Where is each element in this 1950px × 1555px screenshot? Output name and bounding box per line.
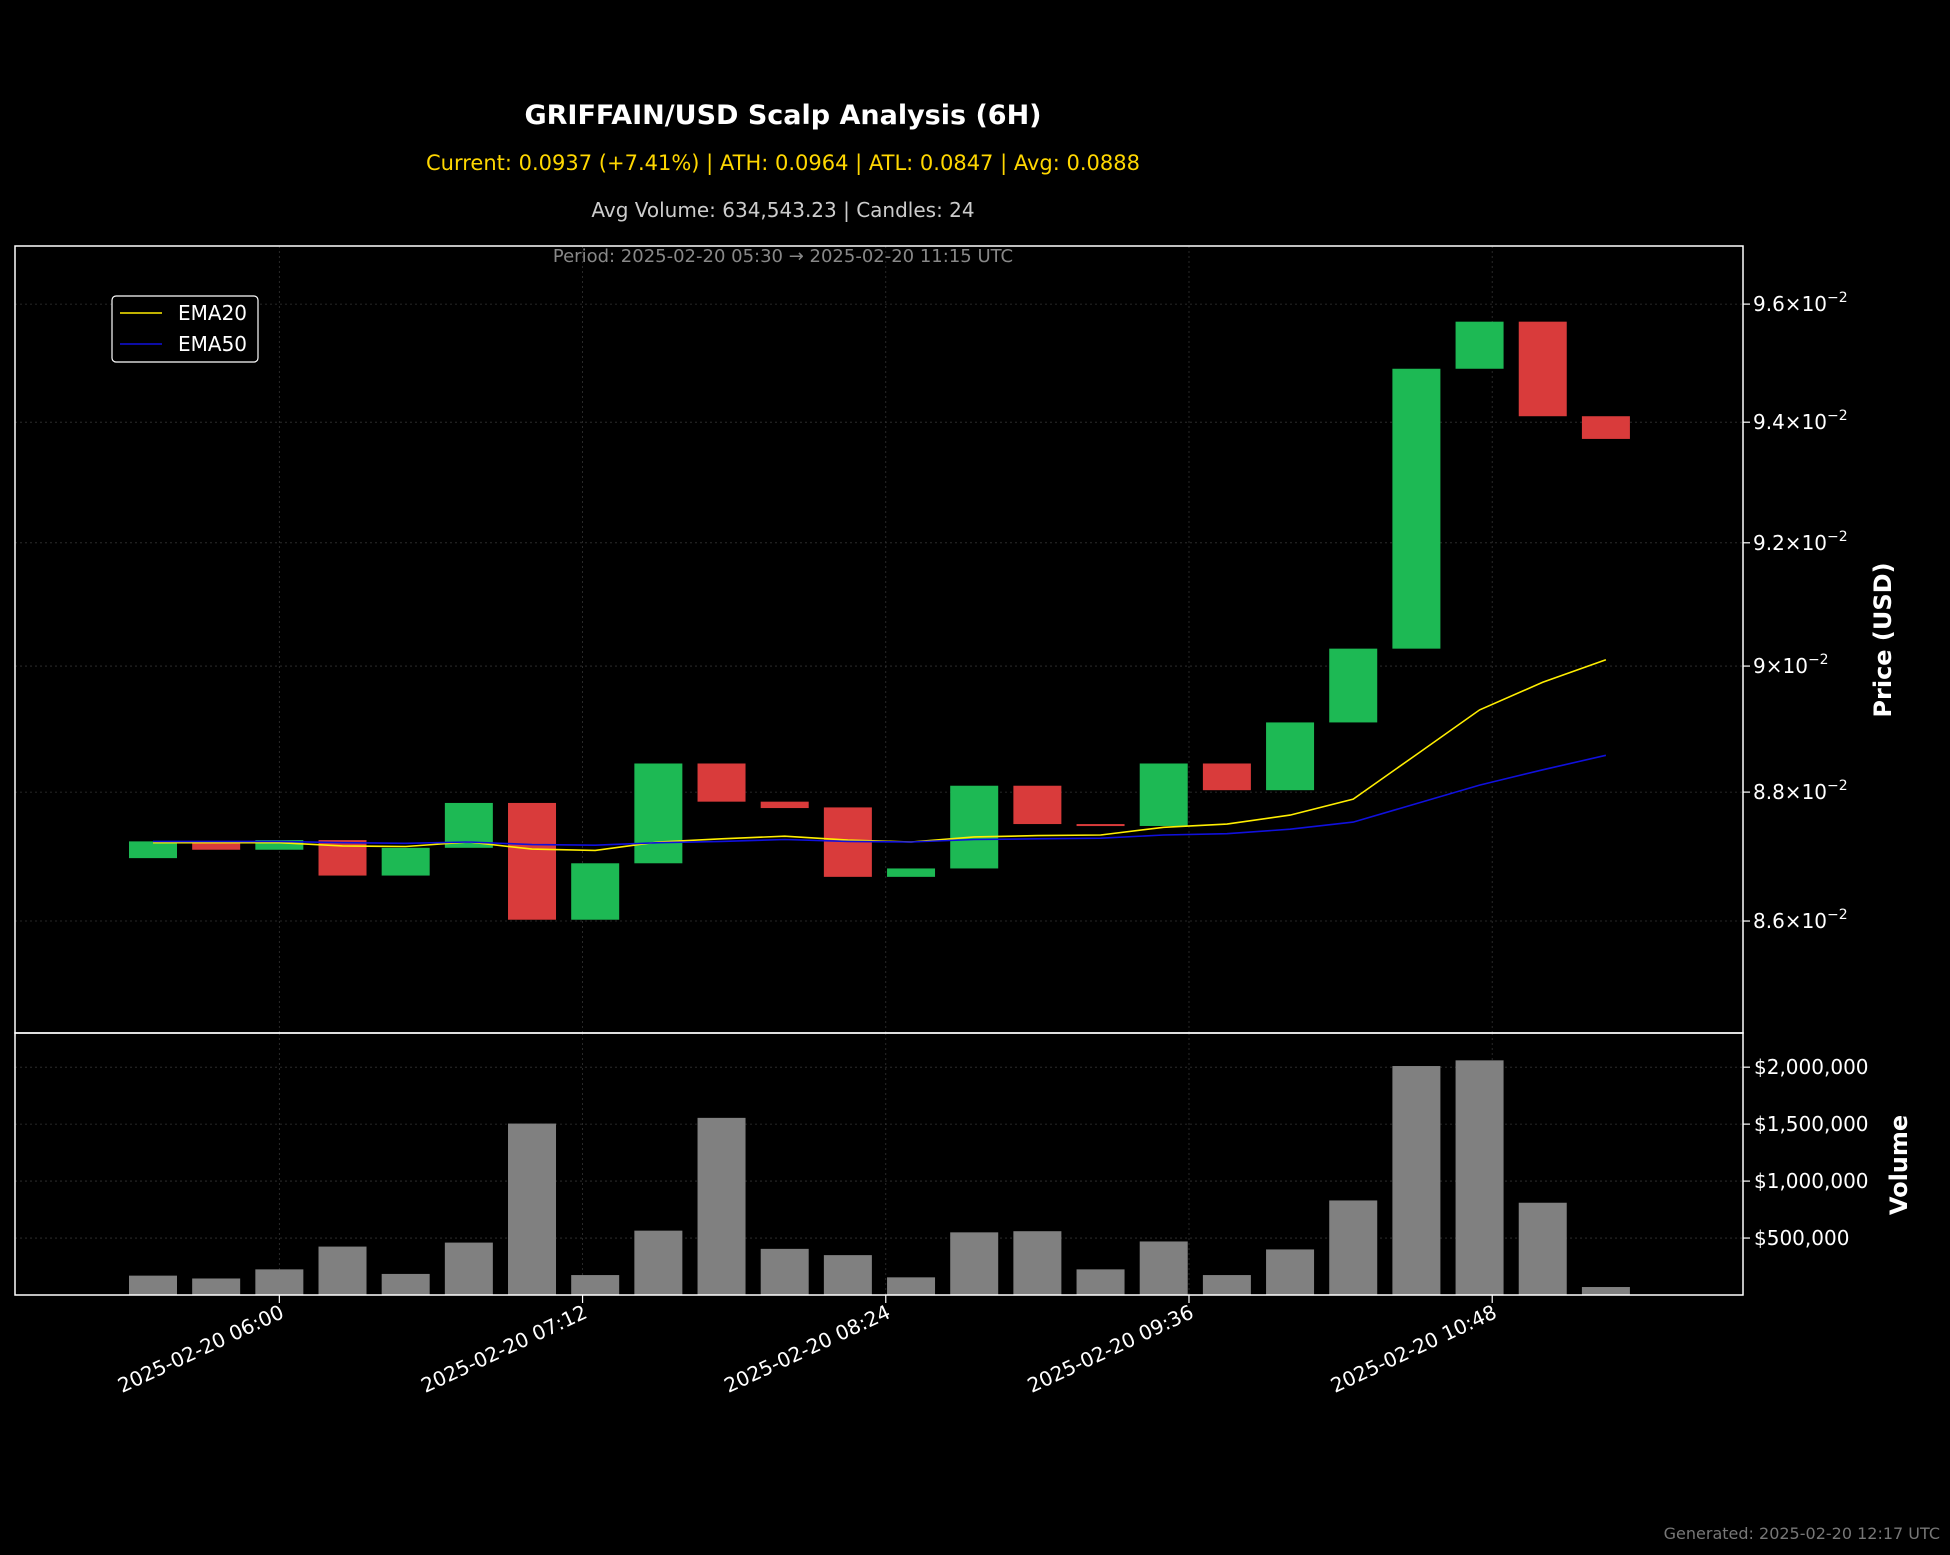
candle-up xyxy=(571,863,620,920)
price-tick-label: 9.6×10−2 xyxy=(1753,290,1848,316)
price-axis-ticks: 8.6×10−2 8.8×10−2 9×10−2 9.2×10−2 9.4×10−2 9.… xyxy=(1743,290,1848,933)
candle-down xyxy=(508,802,557,920)
time-tick-label: 2025-02-20 08:24 xyxy=(720,1300,893,1398)
candle-up xyxy=(255,840,304,850)
legend: EMA20 EMA50 xyxy=(111,295,259,363)
price-gridlines xyxy=(15,246,1743,1033)
volume-bar xyxy=(1581,1287,1630,1295)
candle-up xyxy=(634,763,683,864)
candle-down xyxy=(1202,763,1251,791)
volume-bar xyxy=(255,1269,304,1295)
volume-bar xyxy=(571,1275,620,1295)
volume-bar xyxy=(444,1242,493,1295)
volume-bar xyxy=(1202,1275,1251,1295)
period-text: Period: 2025-02-20 05:30 → 2025-02-20 11… xyxy=(553,246,1013,267)
volume-bar xyxy=(1076,1269,1125,1295)
volume-bar xyxy=(950,1232,999,1295)
candle-up xyxy=(1139,763,1188,826)
chart-title: GRIFFAIN/USD Scalp Analysis (6H) xyxy=(524,100,1042,131)
candle-up xyxy=(1392,368,1441,649)
volume-panel-frame xyxy=(14,1032,1744,1296)
candle-down xyxy=(192,843,241,850)
volume-tick-label: $1,000,000 xyxy=(1754,1169,1869,1193)
ema-lines xyxy=(153,659,1607,852)
candle-up xyxy=(1455,321,1504,369)
price-stats: Current: 0.0937 (+7.41%) | ATH: 0.0964 |… xyxy=(426,151,1140,175)
volume-bar xyxy=(1455,1060,1504,1295)
candle-up xyxy=(1266,722,1315,791)
ema-line-ema20 xyxy=(153,659,1607,852)
candle-down xyxy=(697,763,746,802)
time-tick-label: 2025-02-20 09:36 xyxy=(1024,1300,1197,1398)
volume-bar xyxy=(1518,1202,1567,1295)
volume-bar xyxy=(887,1277,936,1295)
candle-up xyxy=(129,841,177,859)
volume-bar xyxy=(1392,1066,1441,1295)
candle-down xyxy=(1013,785,1062,825)
volume-bar xyxy=(1139,1241,1188,1295)
volume-bar xyxy=(697,1117,746,1295)
legend-label-ema20: EMA20 xyxy=(178,301,247,325)
time-tick-label: 2025-02-20 07:12 xyxy=(417,1300,590,1398)
legend-label-ema50: EMA50 xyxy=(178,332,247,356)
volume-axis-ticks: $500,000 $1,000,000 $1,500,000 $2,000,000 xyxy=(1743,1055,1869,1250)
volume-bar xyxy=(634,1230,683,1295)
volume-bars xyxy=(129,1060,1630,1295)
candle-up xyxy=(381,847,430,876)
candle-down xyxy=(760,801,809,809)
candle-up xyxy=(950,785,999,869)
time-axis-ticks: 2025-02-20 06:00 2025-02-20 07:12 2025-02-… xyxy=(114,1295,1500,1398)
price-tick-label: 9.4×10−2 xyxy=(1753,408,1848,434)
generated-timestamp: Generated: 2025-02-20 12:17 UTC xyxy=(1663,1524,1940,1543)
candle-up xyxy=(887,868,936,877)
volume-bar xyxy=(823,1255,872,1295)
price-axis-label: Price (USD) xyxy=(1869,562,1897,717)
price-tick-label: 8.8×10−2 xyxy=(1753,778,1848,804)
time-tick-label: 2025-02-20 10:48 xyxy=(1327,1300,1500,1398)
volume-bar xyxy=(1266,1249,1315,1295)
price-tick-label: 9.2×10−2 xyxy=(1753,529,1848,555)
candle-down xyxy=(1581,416,1630,439)
volume-bar xyxy=(129,1275,177,1295)
volume-tick-label: $500,000 xyxy=(1754,1226,1849,1250)
candle-up xyxy=(444,802,493,848)
time-tick-label: 2025-02-20 06:00 xyxy=(114,1300,287,1398)
volume-bar xyxy=(1013,1231,1062,1295)
volume-info: Avg Volume: 634,543.23 | Candles: 24 xyxy=(591,198,975,222)
volume-bar xyxy=(760,1248,809,1295)
candlesticks xyxy=(129,321,1630,920)
volume-bar xyxy=(508,1123,557,1295)
volume-bar xyxy=(192,1278,241,1295)
volume-tick-label: $2,000,000 xyxy=(1754,1055,1869,1079)
volume-bar xyxy=(381,1273,430,1295)
volume-bar xyxy=(318,1246,367,1295)
price-tick-label: 9×10−2 xyxy=(1753,652,1829,678)
candle-up xyxy=(1329,648,1378,723)
volume-tick-label: $1,500,000 xyxy=(1754,1112,1869,1136)
price-tick-label: 8.6×10−2 xyxy=(1753,907,1848,933)
candle-down xyxy=(1076,824,1125,827)
volume-axis-label: Volume xyxy=(1885,1115,1913,1215)
ema-line-ema50 xyxy=(153,754,1607,847)
volume-bar xyxy=(1329,1200,1378,1295)
candle-down xyxy=(1518,321,1567,417)
